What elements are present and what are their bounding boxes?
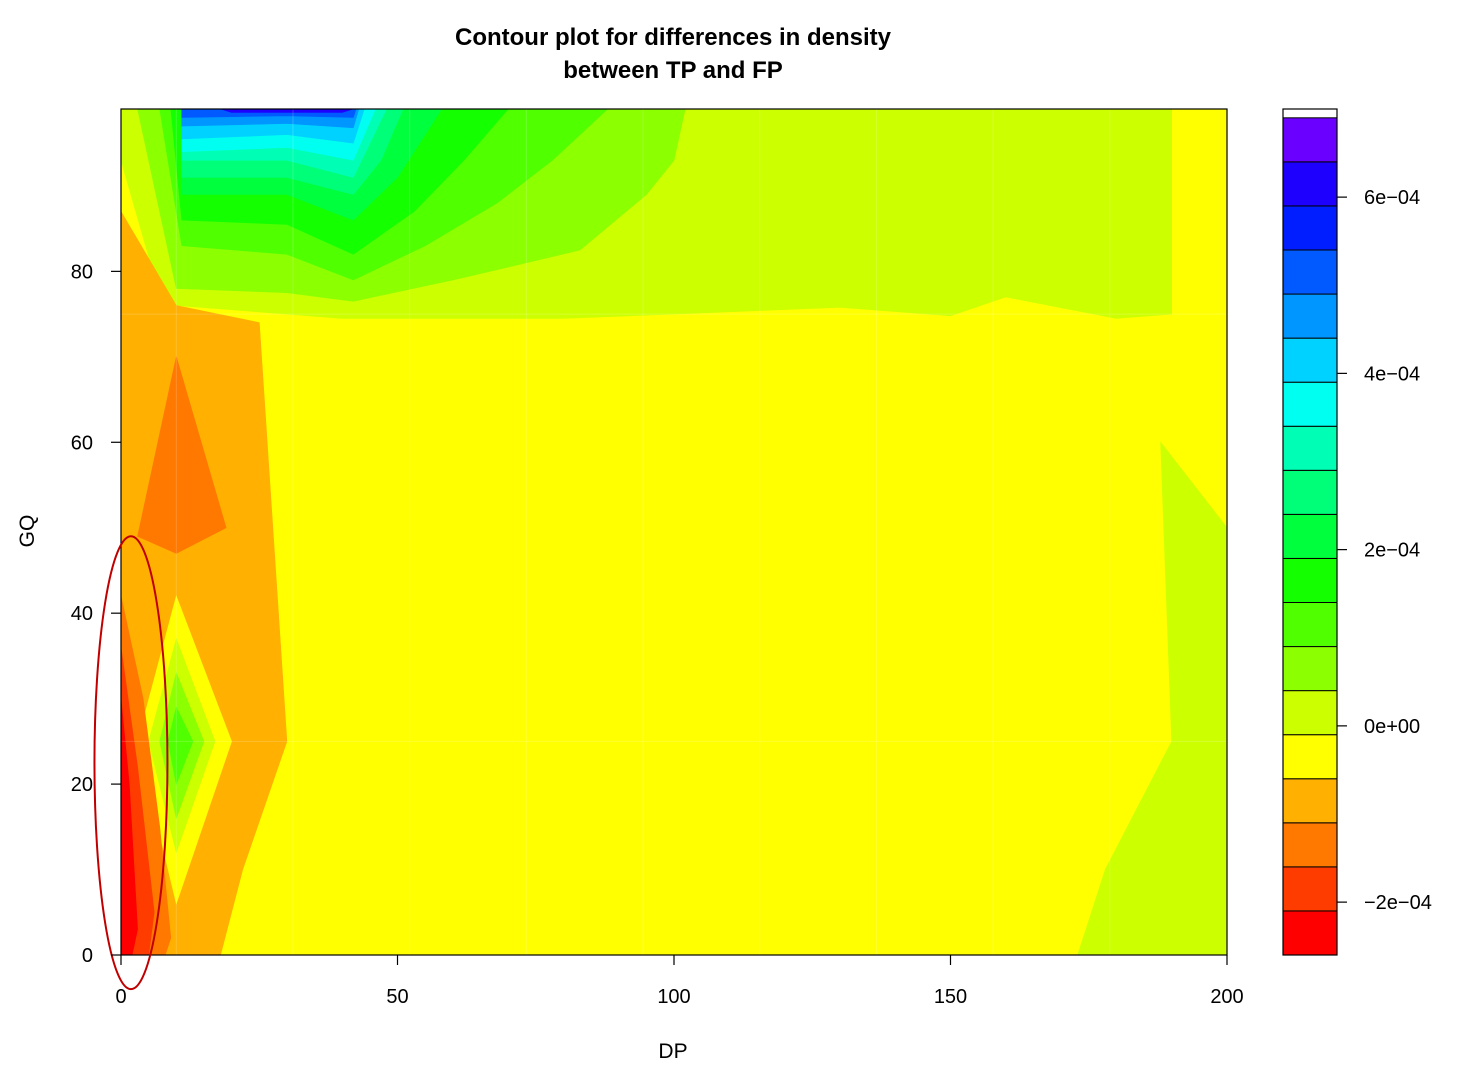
- legend-color-band: [1282, 205, 1338, 251]
- x-tick-label: 100: [657, 986, 690, 1008]
- legend-color-band: [1282, 646, 1338, 692]
- x-tick-label: 200: [1210, 986, 1243, 1008]
- x-axis: 0 50 100 150 200: [115, 955, 1244, 1008]
- annotation-ellipse: [93, 535, 169, 991]
- chart-title-line-1: Contour plot for differences in density: [455, 24, 892, 51]
- legend-color-band: [1282, 469, 1338, 515]
- legend-tick-label: −2e−04: [1364, 892, 1432, 914]
- legend-color-band: [1282, 734, 1338, 780]
- contour-region: [121, 698, 138, 955]
- legend-color-band: [1282, 822, 1338, 868]
- legend-color-band: [1282, 602, 1338, 648]
- legend-tick-label: 6e−04: [1364, 187, 1420, 209]
- legend-color-band: [1282, 778, 1338, 824]
- legend-color-band: [1282, 910, 1338, 956]
- legend-color-band: [1282, 161, 1338, 207]
- contour-region: [167, 706, 194, 786]
- x-axis-label: DP: [658, 1040, 687, 1063]
- legend-color-band: [1282, 117, 1338, 163]
- color-legend: −2e−04 0e+00 2e−04 4e−04 6e−04: [1282, 108, 1432, 956]
- x-tick-label: 150: [934, 986, 967, 1008]
- y-tick-label: 0: [82, 945, 93, 967]
- y-axis: 0 20 40 60 80: [71, 261, 121, 967]
- y-tick-label: 40: [71, 603, 93, 625]
- legend-color-band: [1282, 513, 1338, 559]
- legend-color-band: [1282, 293, 1338, 339]
- contour-region: [220, 109, 354, 113]
- legend-color-band: [1282, 866, 1338, 912]
- contour-region: [1077, 441, 1227, 955]
- y-tick-label: 20: [71, 774, 93, 796]
- legend-color-band: [1282, 690, 1338, 736]
- y-axis-label: GQ: [16, 515, 39, 548]
- x-tick-label: 0: [115, 986, 126, 1008]
- legend-color-band: [1282, 337, 1338, 383]
- x-tick-label: 50: [386, 986, 408, 1008]
- legend-tick-label: 2e−04: [1364, 540, 1420, 562]
- legend-color-band: [1282, 381, 1338, 427]
- legend-tick-label: 4e−04: [1364, 363, 1420, 385]
- contour-region: [137, 356, 227, 554]
- legend-frame: [1282, 108, 1338, 956]
- legend-color-band: [1282, 425, 1338, 471]
- plot-area: [93, 108, 1228, 991]
- legend-color-band: [1282, 249, 1338, 295]
- chart-title-line-2: between TP and FP: [563, 57, 783, 84]
- legend-color-band: [1282, 557, 1338, 603]
- y-tick-label: 60: [71, 432, 93, 454]
- legend-tick-label: 0e+00: [1364, 716, 1420, 738]
- y-tick-label: 80: [71, 261, 93, 283]
